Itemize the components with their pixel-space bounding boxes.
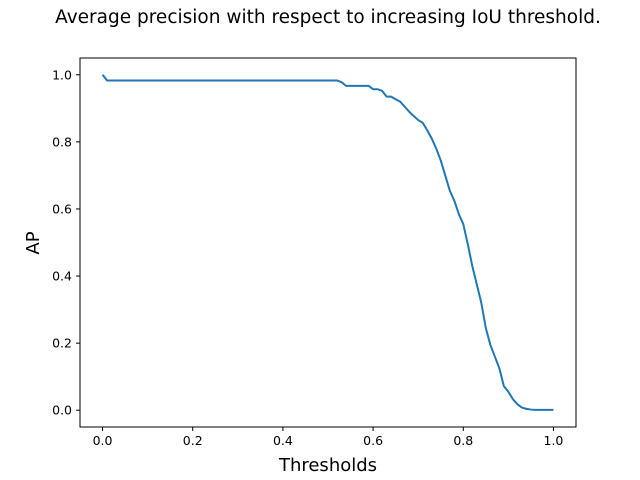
- x-tick-label: 0.6: [363, 433, 383, 448]
- x-tick-label: 0.2: [183, 433, 203, 448]
- y-axis-ticks: 0.0 0.2 0.4 0.6 0.8 1.0: [52, 67, 80, 418]
- x-axis-ticks: 0.0 0.2 0.4 0.6 0.8 1.0: [93, 427, 564, 448]
- y-tick-label: 0.8: [52, 134, 72, 149]
- y-tick-label: 0.0: [52, 403, 72, 418]
- x-axis-label: Thresholds: [278, 455, 377, 476]
- x-tick-label: 0.8: [453, 433, 473, 448]
- y-tick-label: 0.6: [52, 201, 72, 216]
- series-line: [101, 74, 554, 411]
- y-tick-label: 1.0: [52, 67, 72, 82]
- y-tick-label: 0.2: [52, 336, 72, 351]
- chart-title: Average precision with respect to increa…: [55, 7, 601, 28]
- x-tick-label: 0.0: [93, 433, 113, 448]
- plot-area: [79, 57, 577, 428]
- y-tick-label: 0.4: [52, 269, 72, 284]
- y-axis-label: AP: [23, 231, 44, 254]
- x-tick-label: 0.4: [273, 433, 293, 448]
- axes-frame: [79, 57, 577, 428]
- x-tick-label: 1.0: [544, 433, 564, 448]
